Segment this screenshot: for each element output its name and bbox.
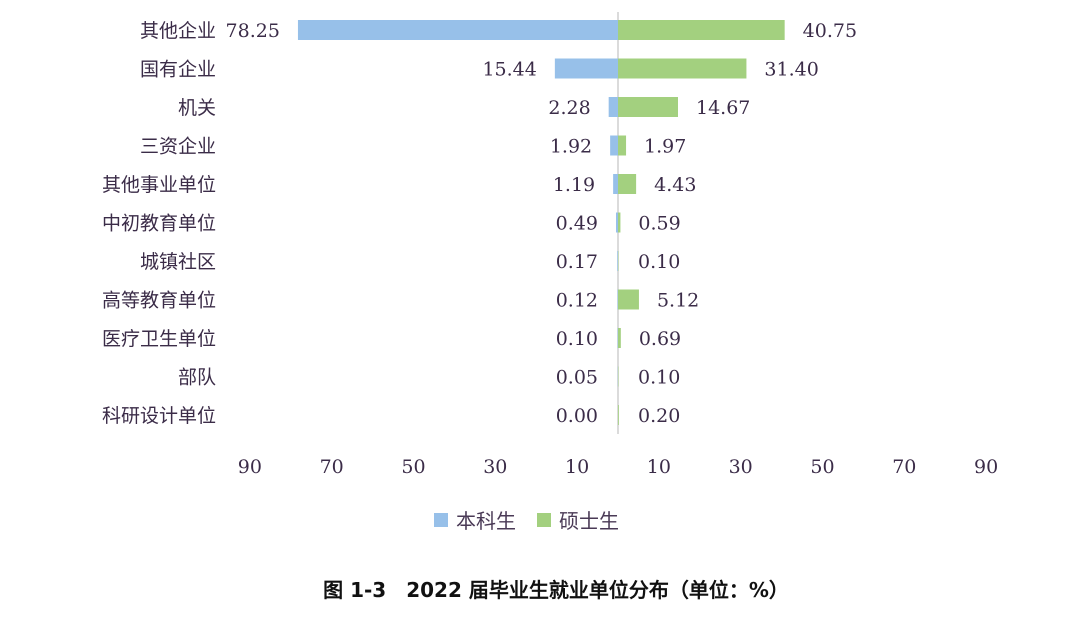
bar-master	[618, 405, 619, 425]
x-tick-label: 70	[892, 456, 916, 478]
bar-undergrad	[610, 135, 618, 156]
category-label: 三资企业	[140, 136, 216, 158]
legend-swatch-undergrad	[434, 513, 448, 527]
x-tick-label: 90	[974, 456, 998, 478]
bar-master	[618, 289, 639, 310]
value-label-undergrad: 2.28	[548, 97, 590, 119]
x-tick-label: 10	[565, 456, 589, 478]
value-label-master: 5.12	[657, 290, 699, 312]
value-label-undergrad: 1.92	[550, 136, 592, 158]
x-tick-label: 50	[810, 456, 834, 478]
legend-label-undergrad: 本科生	[456, 509, 516, 533]
bar-master	[618, 135, 627, 156]
category-label: 国有企业	[140, 59, 216, 81]
value-label-undergrad: 15.44	[482, 59, 536, 81]
value-label-master: 0.10	[638, 251, 680, 273]
value-label-undergrad: 1.19	[553, 174, 595, 196]
category-label: 医疗卫生单位	[102, 328, 216, 350]
bar-master	[618, 58, 747, 79]
category-label: 其他事业单位	[102, 174, 216, 196]
bar-master	[618, 20, 785, 40]
value-label-master: 0.59	[638, 213, 680, 235]
value-label-master: 1.97	[644, 136, 686, 158]
x-tick-label: 70	[320, 456, 344, 478]
bar-master	[618, 212, 621, 233]
legend: 本科生 硕士生	[434, 509, 619, 533]
value-label-master: 0.10	[638, 367, 680, 389]
value-label-master: 31.40	[764, 59, 818, 81]
bar-undergrad	[613, 174, 618, 194]
x-tick-label: 30	[729, 456, 753, 478]
bar-undergrad	[615, 212, 618, 233]
chart-title: 图 1-3 2022 届毕业生就业单位分布（单位：%）	[323, 578, 789, 602]
category-label: 高等教育单位	[102, 290, 216, 312]
bar-undergrad	[297, 20, 618, 40]
value-label-undergrad: 0.10	[556, 328, 598, 350]
bar-undergrad	[554, 58, 618, 79]
category-label: 部队	[178, 367, 216, 389]
value-label-master: 40.75	[803, 20, 857, 42]
value-label-undergrad: 78.25	[226, 20, 280, 42]
bar-master	[618, 174, 637, 194]
value-label-master: 4.43	[654, 174, 696, 196]
value-label-master: 0.20	[638, 405, 680, 427]
x-tick-label: 10	[647, 456, 671, 478]
x-tick-label: 50	[401, 456, 425, 478]
bar-master	[618, 328, 621, 348]
bar-master	[618, 97, 679, 117]
legend-label-master: 硕士生	[559, 509, 619, 533]
value-label-undergrad: 0.00	[556, 405, 598, 427]
category-label: 机关	[178, 97, 216, 119]
bar-undergrad	[617, 251, 618, 271]
category-label: 城镇社区	[140, 251, 216, 273]
value-label-undergrad: 0.12	[556, 290, 598, 312]
legend-swatch-master	[537, 513, 551, 527]
value-label-undergrad: 0.17	[556, 251, 598, 273]
value-label-undergrad: 0.05	[556, 367, 598, 389]
x-tick-label: 30	[483, 456, 507, 478]
value-label-master: 14.67	[696, 97, 750, 119]
x-tick-label: 90	[238, 456, 262, 478]
category-label: 科研设计单位	[102, 405, 216, 427]
value-label-undergrad: 0.49	[556, 213, 598, 235]
category-label: 其他企业	[140, 20, 216, 42]
category-label: 中初教育单位	[102, 213, 216, 235]
value-label-master: 0.69	[639, 328, 681, 350]
bar-undergrad	[608, 97, 618, 117]
